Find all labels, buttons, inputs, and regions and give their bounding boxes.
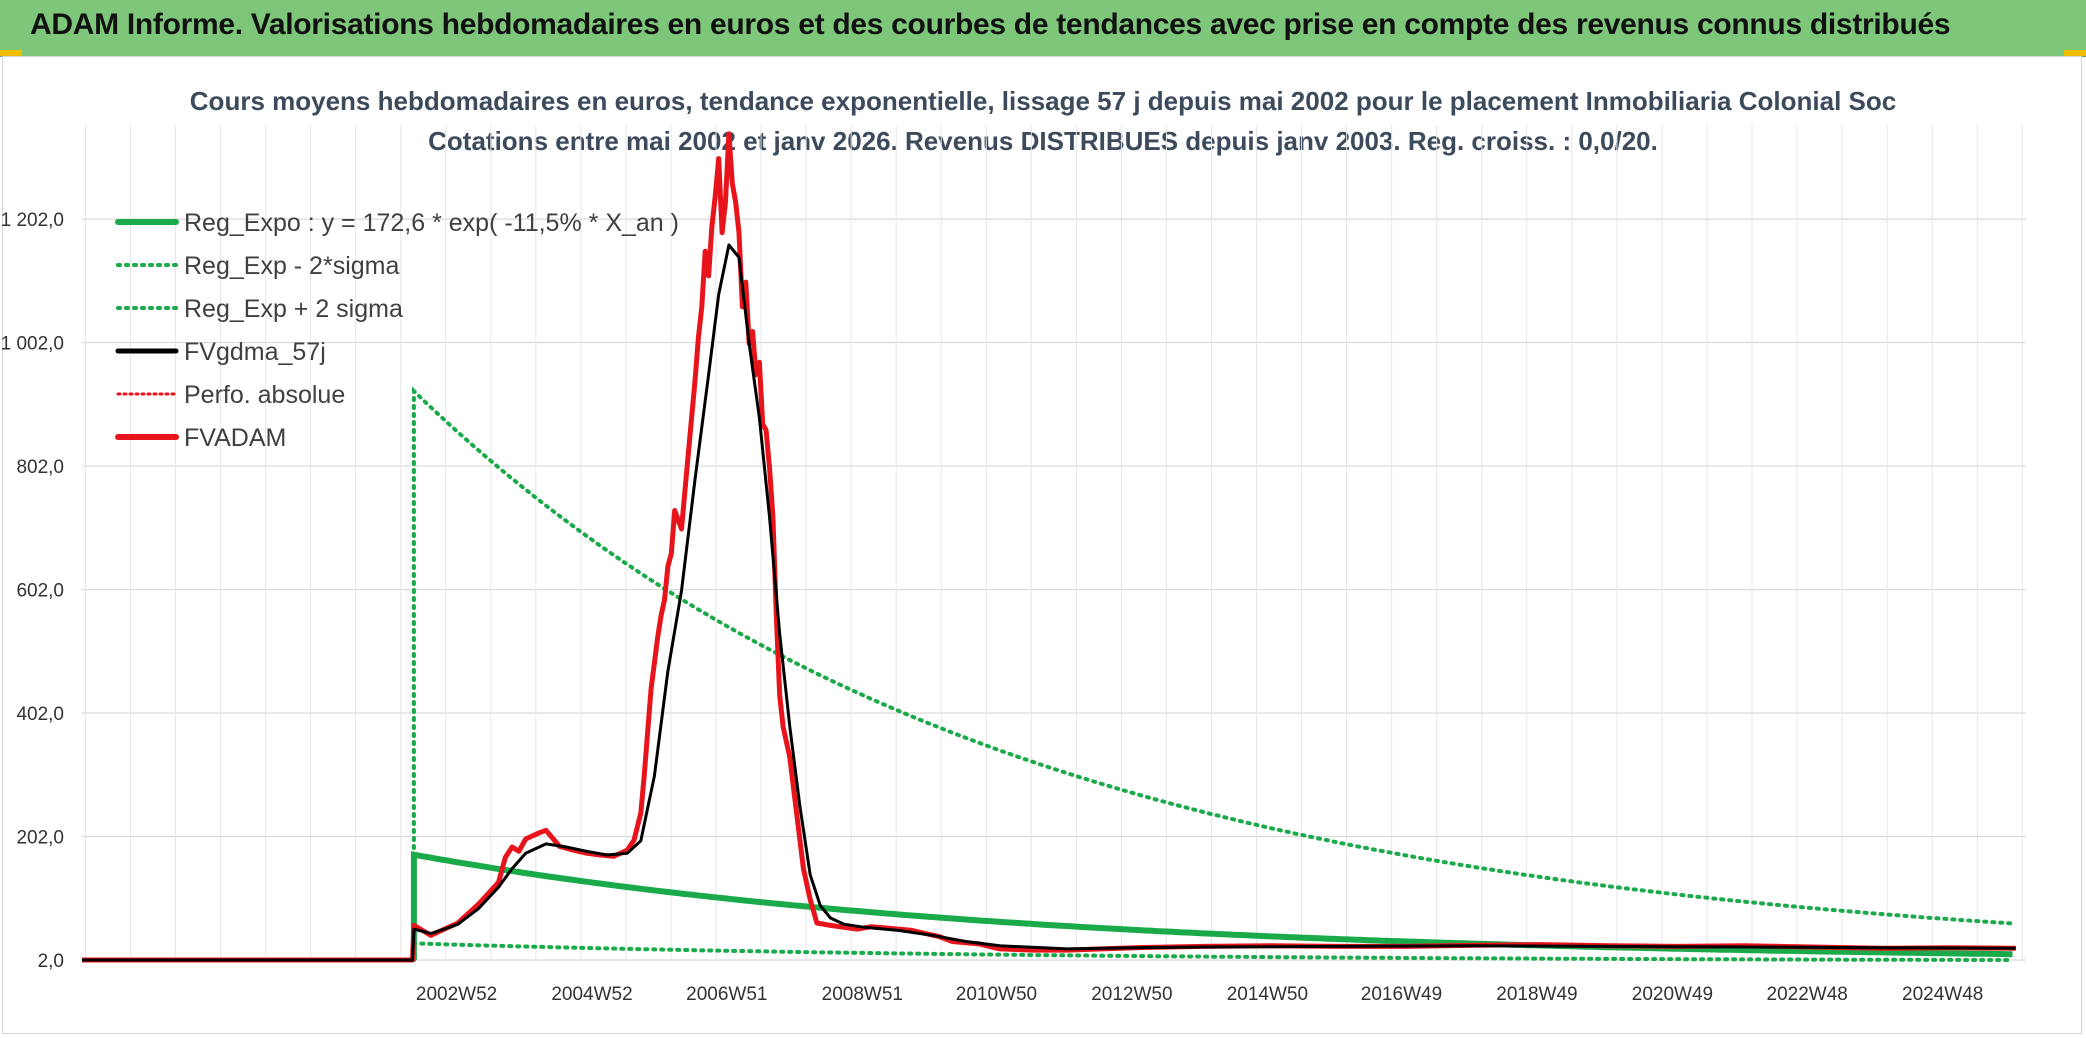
fvadam-line xyxy=(82,131,2016,963)
legend-label-reg_expo: Reg_Expo : y = 172,6 * exp( -11,5% * X_a… xyxy=(184,209,679,237)
x-tick-label: 2010W50 xyxy=(956,984,1037,1005)
legend-label-reg_plus: Reg_Exp + 2 sigma xyxy=(184,295,403,323)
reg-minus-2sigma-line xyxy=(411,941,2015,963)
grid xyxy=(82,125,2026,961)
legend-label-fvgdma: FVgdma_57j xyxy=(184,338,326,366)
x-tick-label: 2024W48 xyxy=(1902,984,1983,1005)
legend-label-reg_minus: Reg_Exp - 2*sigma xyxy=(184,252,399,280)
x-tick-label: 2016W49 xyxy=(1361,984,1442,1005)
x-tick-label: 2018W49 xyxy=(1496,984,1577,1005)
y-tick-label: 1 002,0 xyxy=(1,334,64,355)
y-tick-label: 202,0 xyxy=(16,828,64,849)
x-tick-label: 2014W50 xyxy=(1227,984,1308,1005)
legend-label-fvadam: FVADAM xyxy=(184,424,286,452)
y-tick-label: 602,0 xyxy=(16,581,64,602)
x-tick-label: 2002W52 xyxy=(416,984,497,1005)
reg-expo-line xyxy=(410,851,2013,960)
chart-frame xyxy=(2,56,2082,1034)
chart-title: Cours moyens hebdomadaires en euros, ten… xyxy=(189,86,1897,116)
y-tick-label: 1 202,0 xyxy=(1,210,64,231)
chart-subtitle: Cotations entre mai 2002 et janv 2026. R… xyxy=(428,126,1658,156)
y-tick-label: 402,0 xyxy=(16,704,64,725)
corner-mark-left xyxy=(0,50,22,56)
legend: Reg_Expo : y = 172,6 * exp( -11,5% * X_a… xyxy=(115,209,679,452)
fvgdma-57j-line xyxy=(82,243,2016,962)
report-title: ADAM Informe. Valorisations hebdomadaire… xyxy=(30,8,1951,41)
corner-mark-right xyxy=(2064,50,2086,56)
x-tick-label: 2022W48 xyxy=(1767,984,1848,1005)
report-banner: ADAM Informe. Valorisations hebdomadaire… xyxy=(0,0,2086,57)
y-tick-label: 2,0 xyxy=(38,951,64,972)
y-tick-label: 802,0 xyxy=(16,457,64,478)
legend-label-perfo: Perfo. absolue xyxy=(184,381,345,409)
x-tick-label: 2006W51 xyxy=(686,984,767,1005)
x-tick-label: 2004W52 xyxy=(551,984,632,1005)
x-tick-label: 2008W51 xyxy=(822,984,903,1005)
series-layer xyxy=(82,131,2016,963)
x-tick-label: 2020W49 xyxy=(1632,984,1713,1005)
x-tick-label: 2012W50 xyxy=(1091,984,1172,1005)
axis-labels: 2,0 202,0 402,0 602,0 802,0 1 002,0 1 202,0 200… xyxy=(1,210,1984,1005)
reg-plus-2sigma-line xyxy=(411,386,2015,962)
